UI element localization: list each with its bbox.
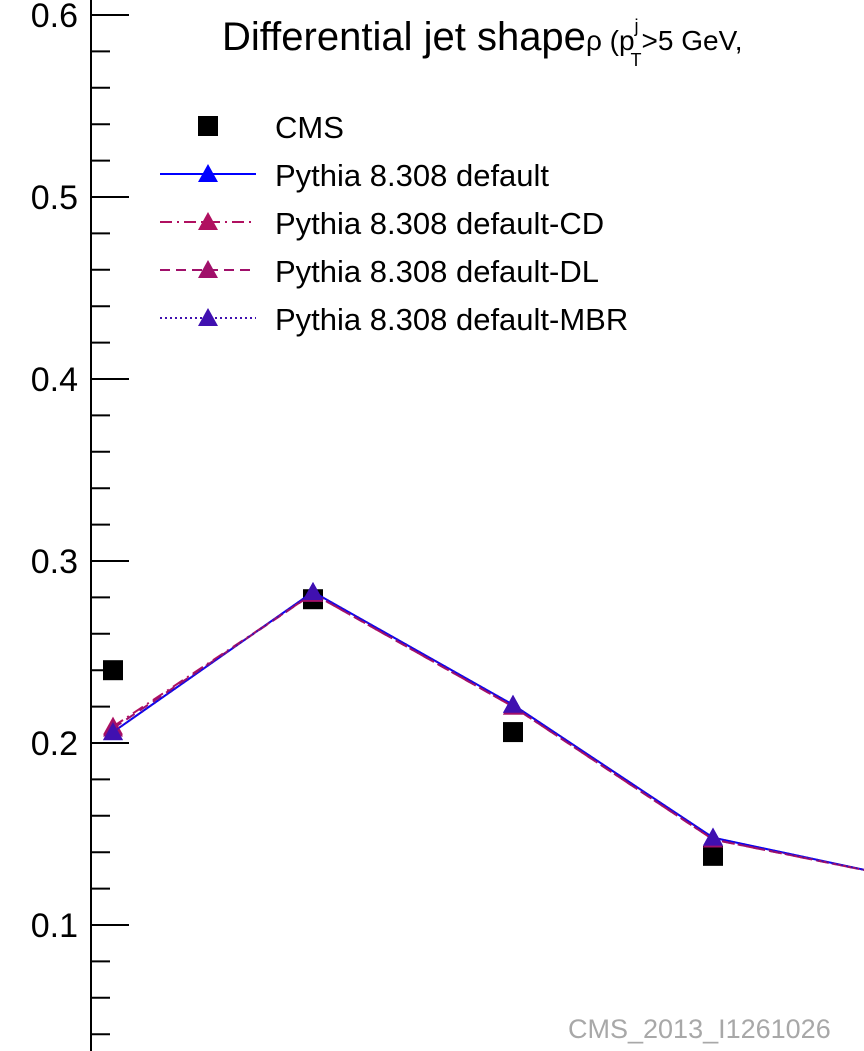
plot-area [103, 581, 864, 872]
y-tick-label: 0.2 [31, 725, 78, 763]
y-tick-label: 0.3 [31, 543, 78, 581]
legend-marker [198, 164, 218, 182]
data-point [103, 660, 123, 681]
y-tick-label: 0.6 [31, 0, 78, 35]
series-pythia-8-308-default-cd [103, 583, 864, 872]
legend-label: Pythia 8.308 default-CD [275, 206, 604, 241]
y-tick-label: 0.4 [31, 361, 78, 399]
data-point [303, 581, 323, 600]
chart-title-rho: ρ (p [586, 25, 635, 56]
chart-title-main: Differential jet shape [222, 15, 586, 59]
chart-title: Differential jet shapeρ (pj T>5 GeV, [222, 15, 743, 70]
legend-label: Pythia 8.308 default-MBR [275, 302, 628, 337]
series-pythia-8-308-default [103, 581, 864, 871]
series-pythia-8-308-default-dl [103, 583, 864, 872]
legend-marker [198, 260, 218, 278]
series-pythia-8-308-default-mbr [103, 581, 864, 871]
series-line [112, 590, 864, 871]
y-tick-label: 0.5 [31, 179, 78, 217]
series-cms [103, 589, 723, 866]
watermark: CMS_2013_I1261026 [568, 1014, 831, 1044]
legend-marker [198, 116, 218, 136]
data-point [103, 722, 123, 741]
data-point [503, 722, 523, 743]
data-point [503, 694, 523, 713]
series-line [112, 590, 864, 871]
data-point [703, 845, 723, 866]
legend-label: Pythia 8.308 default-DL [275, 254, 599, 289]
series-line [112, 592, 864, 872]
legend-marker [198, 308, 218, 326]
legend: CMS Pythia 8.308 default Pythia 8.308 defa… [160, 110, 628, 337]
series-line [112, 592, 864, 872]
chart-title-tail: >5 GeV, [642, 25, 743, 56]
data-point [703, 827, 723, 846]
y-tick-label: 0.1 [31, 907, 78, 945]
chart-title-sub: T [631, 50, 642, 70]
legend-marker [198, 212, 218, 230]
legend-label: Pythia 8.308 default [275, 158, 549, 193]
legend-label: CMS [275, 110, 344, 145]
chart-title-sup: j [634, 16, 639, 36]
y-axis: 0.1 0.2 0.3 0.4 0.5 0.6 [31, 0, 129, 1051]
